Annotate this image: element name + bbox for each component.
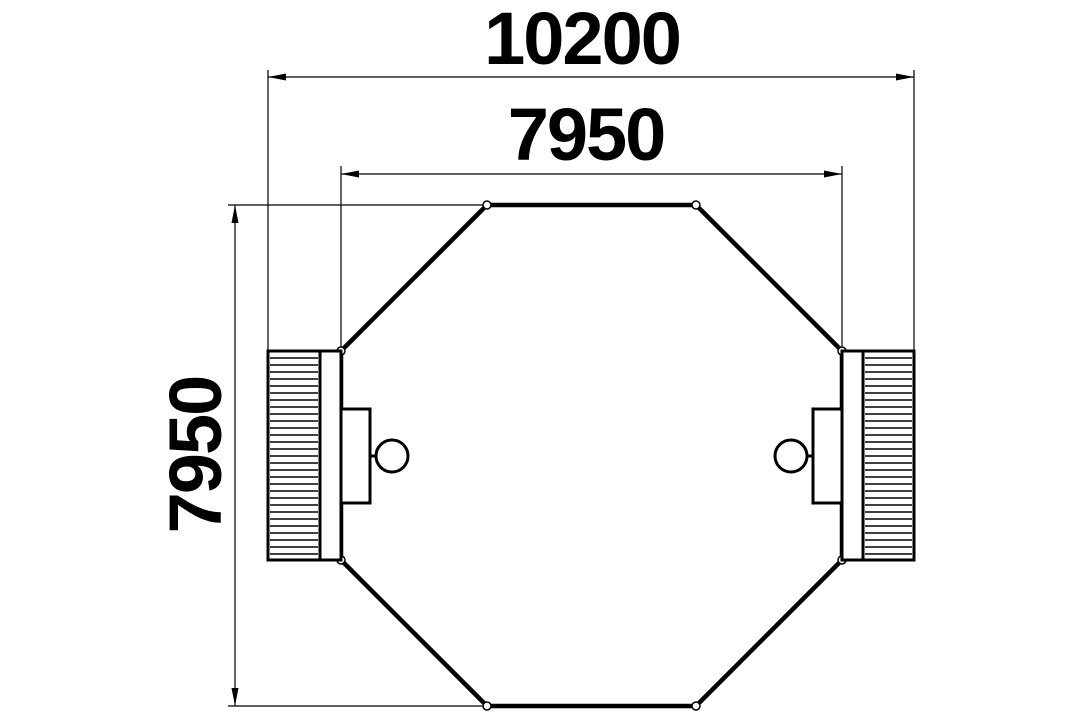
- overall-width-label: 10200: [484, 0, 680, 80]
- inner-width-label: 7950: [508, 93, 665, 176]
- dimension-height: 7950: [154, 204, 487, 707]
- arrowhead-top: [231, 205, 239, 223]
- arrowhead-bottom: [231, 688, 239, 706]
- left-frame-post: [318, 349, 343, 562]
- arrowhead-left: [268, 73, 286, 81]
- arrowhead-right: [824, 170, 842, 178]
- arrowhead-right: [896, 73, 914, 81]
- octagon-outline: [338, 202, 845, 709]
- right-panel-slats: [865, 357, 912, 555]
- right-frame-post: [840, 349, 865, 562]
- post-node: [482, 701, 492, 711]
- octagon-frame: [336, 200, 847, 711]
- left-hoop-board: [339, 407, 372, 505]
- dimension-inner-width: 7950: [340, 93, 843, 350]
- left-panel-slats: [270, 357, 318, 555]
- left-hoop-ring: [374, 438, 410, 474]
- dimension-overall-width: 10200: [267, 0, 915, 350]
- post-node: [482, 200, 492, 210]
- post-node: [691, 200, 701, 210]
- right-hoop-ring: [773, 438, 809, 474]
- height-label: 7950: [154, 377, 237, 534]
- right-hoop-board: [811, 407, 844, 505]
- right-goal-unit: [773, 349, 916, 562]
- post-node: [691, 701, 701, 711]
- left-goal-unit: [266, 349, 410, 562]
- arrowhead-left: [341, 170, 359, 178]
